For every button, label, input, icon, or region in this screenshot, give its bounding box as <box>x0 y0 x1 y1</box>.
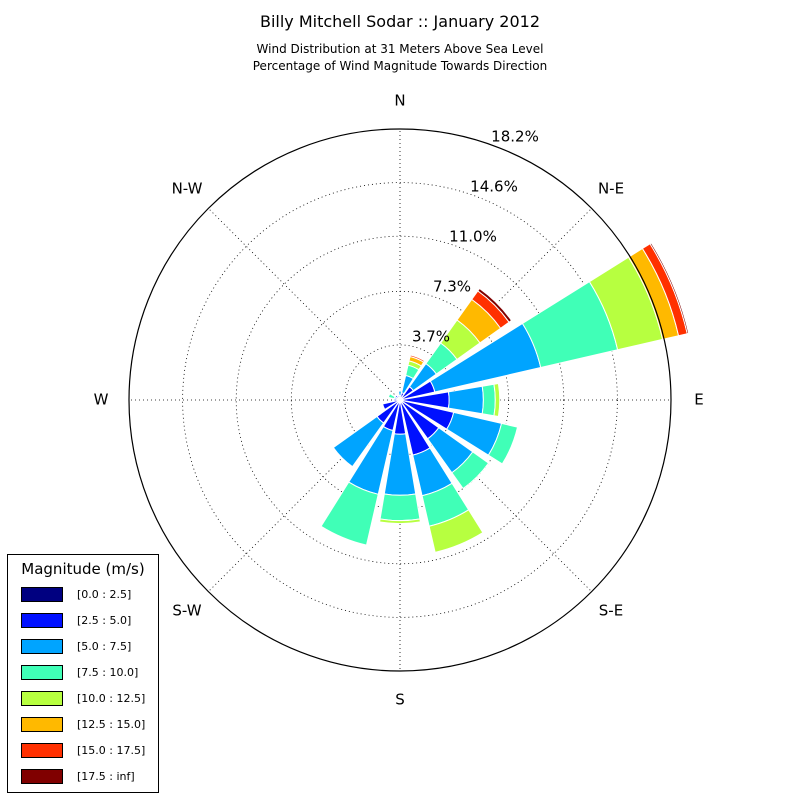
wind-bar-segment <box>387 392 396 400</box>
legend-swatch <box>21 717 63 732</box>
wind-bar-segment <box>487 422 519 465</box>
legend-label: [10.0 : 12.5] <box>77 692 146 705</box>
legend-swatch <box>21 769 63 784</box>
grid-circle <box>182 182 618 618</box>
chart-subtitle-line-1: Wind Distribution at 31 Meters Above Sea… <box>256 42 544 56</box>
wind-bar-segment <box>320 481 379 546</box>
legend-label: [12.5 : 15.0] <box>77 718 146 731</box>
wind-bar-segment <box>396 395 401 400</box>
legend-swatch <box>21 613 63 628</box>
direction-label: S-E <box>599 602 623 620</box>
legend-title: Magnitude (m/s) <box>21 560 145 578</box>
grid-circle <box>235 235 565 565</box>
direction-label: W <box>94 391 109 409</box>
direction-label: S-W <box>172 602 201 620</box>
legend-label: [2.5 : 5.0] <box>77 614 132 627</box>
legend-label: [15.0 : 17.5] <box>77 744 146 757</box>
wind-bar-segment <box>649 242 690 335</box>
legend-swatch <box>21 691 63 706</box>
legend-swatch <box>21 665 63 680</box>
legend-swatch <box>21 587 63 602</box>
wind-bar-segment <box>332 415 385 468</box>
chart-title: Billy Mitchell Sodar :: January 2012 <box>259 12 541 31</box>
outer-circle <box>128 128 672 672</box>
legend-label: [0.0 : 2.5] <box>77 588 132 601</box>
wind-bar-segment <box>409 354 426 363</box>
direction-label: N-W <box>172 180 203 198</box>
radial-tick-label: 18.2% <box>491 128 539 146</box>
legend-swatch <box>21 639 63 654</box>
legend-label: [5.0 : 7.5] <box>77 640 132 653</box>
wind-bar-segment <box>428 509 484 553</box>
direction-label: S <box>395 691 405 709</box>
direction-label: N-E <box>598 180 624 198</box>
radial-tick-label: 3.7% <box>412 328 450 346</box>
radial-tick-label: 7.3% <box>433 278 471 296</box>
chart-subtitle-line-2: Percentage of Wind Magnitude Towards Dir… <box>252 59 548 73</box>
wind-bar-segment <box>493 382 501 418</box>
wind-bar-segment <box>379 518 421 525</box>
legend: Magnitude (m/s) [0.0 : 2.5] [2.5 : 5.0] [5… <box>7 554 159 793</box>
legend-label: [7.5 : 10.0] <box>77 666 139 679</box>
radial-tick-label: 11.0% <box>449 228 497 246</box>
wind-bar-segment <box>447 385 484 415</box>
wind-bar-segment <box>451 451 490 490</box>
radial-tick-label: 14.6% <box>470 178 518 196</box>
wind-bar-segment <box>397 390 403 397</box>
wind-bar-segment <box>379 493 421 522</box>
wind-bar-segment <box>481 383 496 417</box>
direction-label: E <box>694 391 703 409</box>
grid-spoke <box>208 208 401 401</box>
wind-bar-segment <box>477 287 513 323</box>
legend-label: [17.5 : inf] <box>77 770 135 783</box>
direction-label: N <box>394 92 405 110</box>
legend-swatch <box>21 743 63 758</box>
